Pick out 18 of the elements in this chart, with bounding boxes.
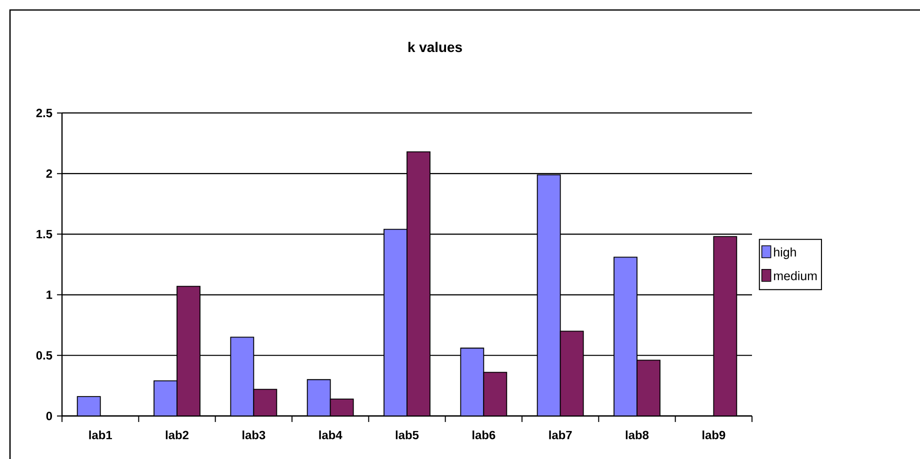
x-tick-label: lab6 [472, 430, 496, 440]
x-tick-label: lab8 [626, 430, 649, 440]
x-tick-label: lab4 [319, 430, 342, 440]
legend-label: high [774, 247, 796, 260]
chart-title: k values [408, 42, 462, 52]
y-tick-label: 0.5 [36, 351, 52, 360]
x-tick-label: lab1 [89, 430, 112, 440]
y-tick-label: 1.5 [36, 230, 52, 238]
y-tick-label: 2.5 [36, 108, 52, 118]
y-tick-label: 2 [46, 169, 52, 178]
x-tick-label: lab9 [702, 430, 726, 440]
y-tick-label: 1 [46, 290, 52, 299]
x-tick-label: lab7 [549, 430, 572, 440]
x-tick-label: lab5 [396, 430, 419, 440]
y-tick-label: 0 [46, 412, 52, 420]
legend-label: medium [774, 271, 817, 280]
x-tick-label: lab2 [166, 430, 188, 440]
x-tick-label: lab3 [242, 430, 266, 440]
